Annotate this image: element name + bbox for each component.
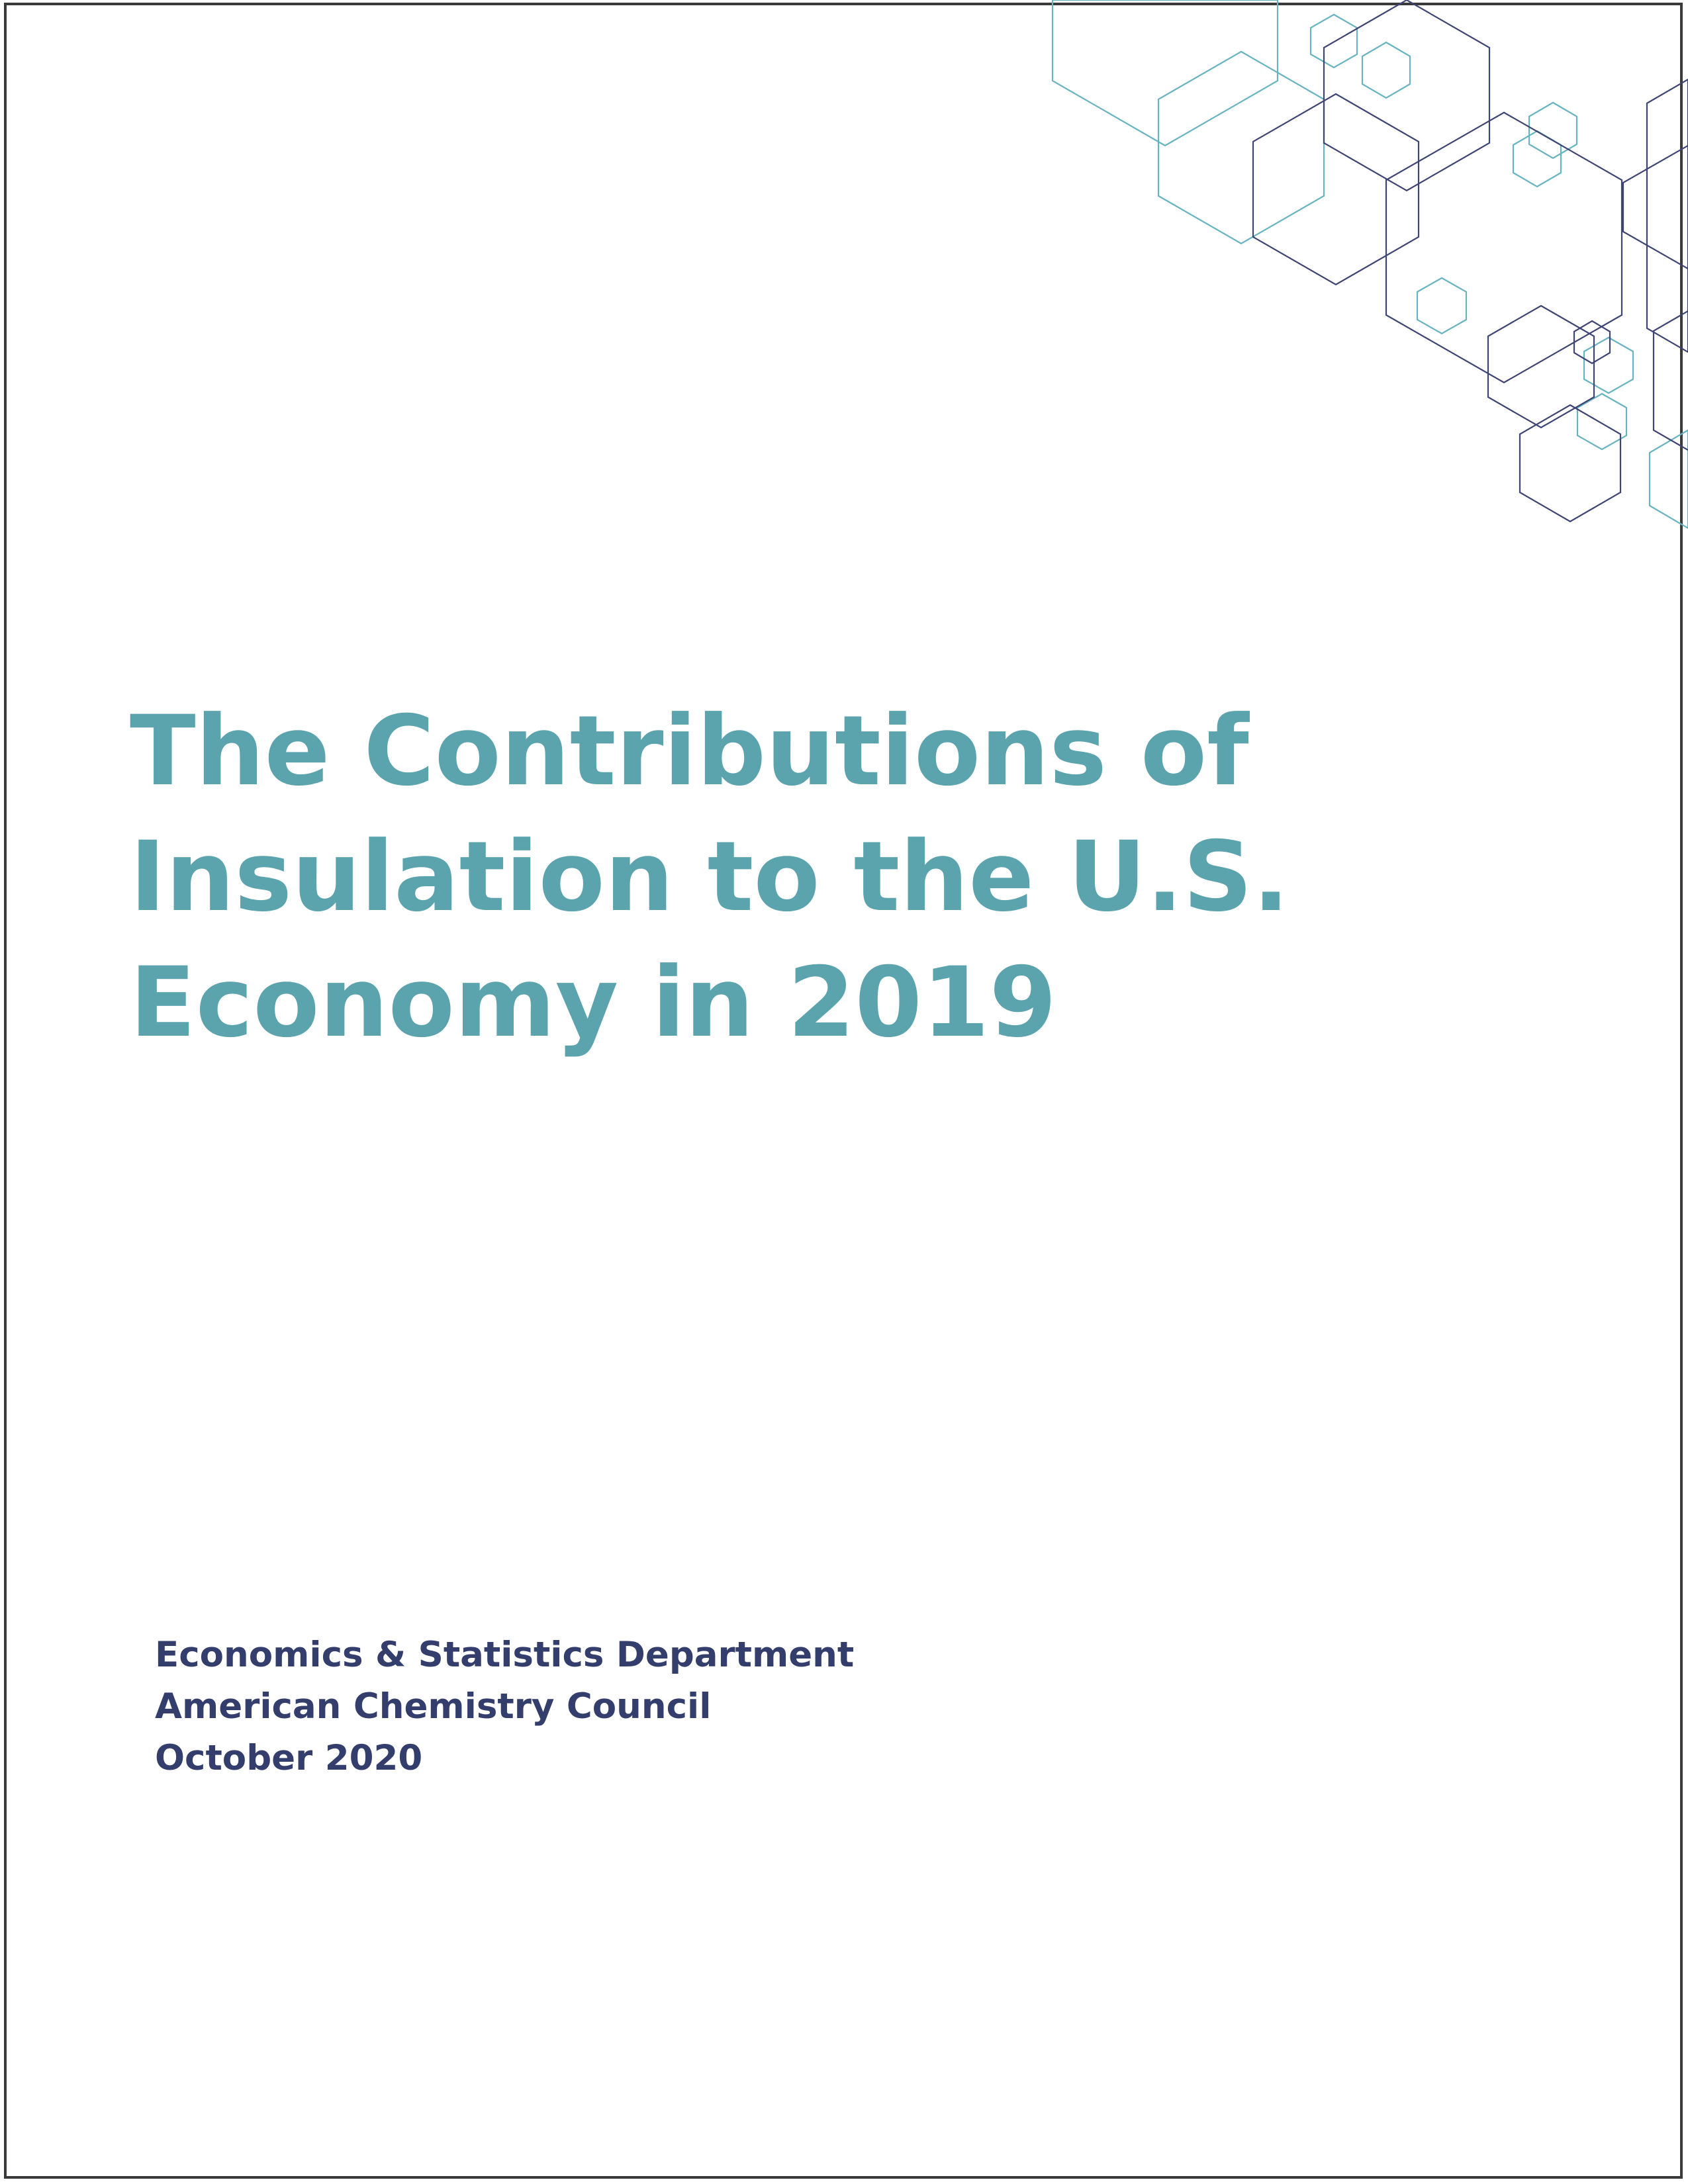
- hexagon-shape: [1576, 392, 1628, 451]
- title-line: Economy in 2019: [130, 946, 1057, 1059]
- hexagon-shape: [1512, 130, 1562, 188]
- title-line: Insulation to the U.S.: [130, 821, 1289, 933]
- hexagon-shape: [1051, 0, 1279, 147]
- hexagon-shape: [1528, 101, 1578, 159]
- publication-date: October 2020: [155, 1738, 423, 1778]
- hexagon-shape: [1361, 41, 1411, 99]
- hexagon-shape: [1583, 336, 1634, 394]
- hexagon-shape: [1573, 320, 1611, 365]
- hexagon-shape: [1646, 78, 1688, 353]
- hexagon-pattern-decoration: [1051, 0, 1688, 529]
- hexagon-shape: [1385, 111, 1623, 384]
- hexagon-shape: [1622, 145, 1688, 269]
- hexagon-shape: [1252, 93, 1420, 286]
- hexagon-shape: [1648, 429, 1688, 529]
- hexagon-shape: [1323, 0, 1491, 192]
- hexagon-shape: [1487, 304, 1595, 429]
- title-line: The Contributions of: [130, 695, 1249, 807]
- hexagon-shape: [1652, 310, 1688, 451]
- organization-name: American Chemistry Council: [155, 1686, 712, 1727]
- hexagon-shape: [1519, 404, 1622, 523]
- page-border: [4, 3, 1683, 2179]
- cover-title: The Contributions of Insulation to the U…: [130, 688, 1289, 1066]
- hexagon-shape: [1416, 277, 1468, 335]
- cover-publisher-info: Economics & Statistics Department Americ…: [155, 1629, 1082, 1784]
- hexagon-shape: [1309, 13, 1358, 69]
- department-name: Economics & Statistics Department: [155, 1635, 855, 1675]
- hexagon-shape: [1157, 50, 1325, 245]
